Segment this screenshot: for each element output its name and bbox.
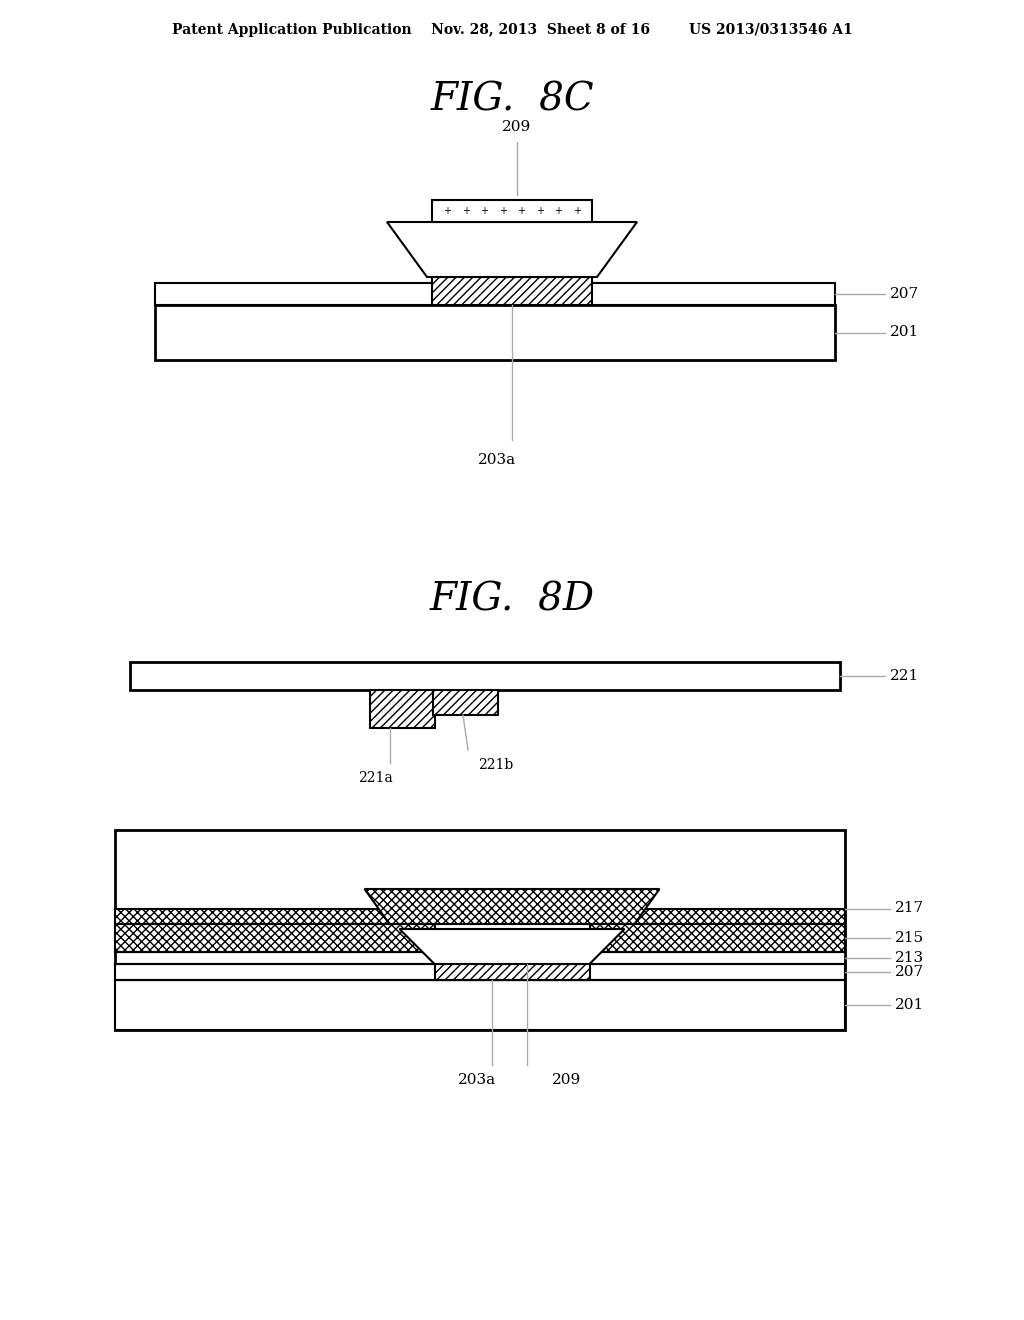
Bar [433,690,498,715]
Polygon shape [387,222,637,277]
Bar [155,282,835,305]
Text: 213: 213 [895,950,924,965]
Text: 209: 209 [552,1073,582,1086]
Text: 207: 207 [890,286,920,301]
Polygon shape [399,929,625,964]
Text: FIG.  8D: FIG. 8D [429,582,595,619]
Text: +: + [443,206,451,216]
Bar [370,690,435,729]
Text: +: + [536,206,544,216]
Text: +: + [554,206,562,216]
Text: 203a: 203a [458,1073,496,1086]
Text: 217: 217 [895,902,924,916]
Text: FIG.  8C: FIG. 8C [430,82,594,119]
Text: 215: 215 [895,931,924,945]
Text: +: + [499,206,507,216]
Bar [115,979,845,1030]
Text: +: + [462,206,470,216]
Text: +: + [517,206,525,216]
Bar [432,201,592,222]
Bar [155,305,835,360]
Bar [635,909,845,924]
Text: 209: 209 [503,120,531,135]
Text: 201: 201 [895,998,925,1012]
Text: +: + [480,206,488,216]
Bar [434,952,590,979]
Text: 207: 207 [895,965,924,979]
Text: 221b: 221b [478,758,513,772]
Text: 203a: 203a [478,453,516,467]
Bar [115,909,389,924]
Text: 221: 221 [890,669,920,682]
Text: 221a: 221a [357,771,392,785]
Polygon shape [365,888,659,924]
Bar [115,924,845,952]
Bar [115,964,845,979]
Bar [434,911,590,929]
Bar [115,830,845,1030]
Bar [130,663,840,690]
Bar [432,277,592,305]
Text: +: + [573,206,581,216]
Text: Patent Application Publication    Nov. 28, 2013  Sheet 8 of 16        US 2013/03: Patent Application Publication Nov. 28, … [172,22,852,37]
Text: 201: 201 [890,326,920,339]
